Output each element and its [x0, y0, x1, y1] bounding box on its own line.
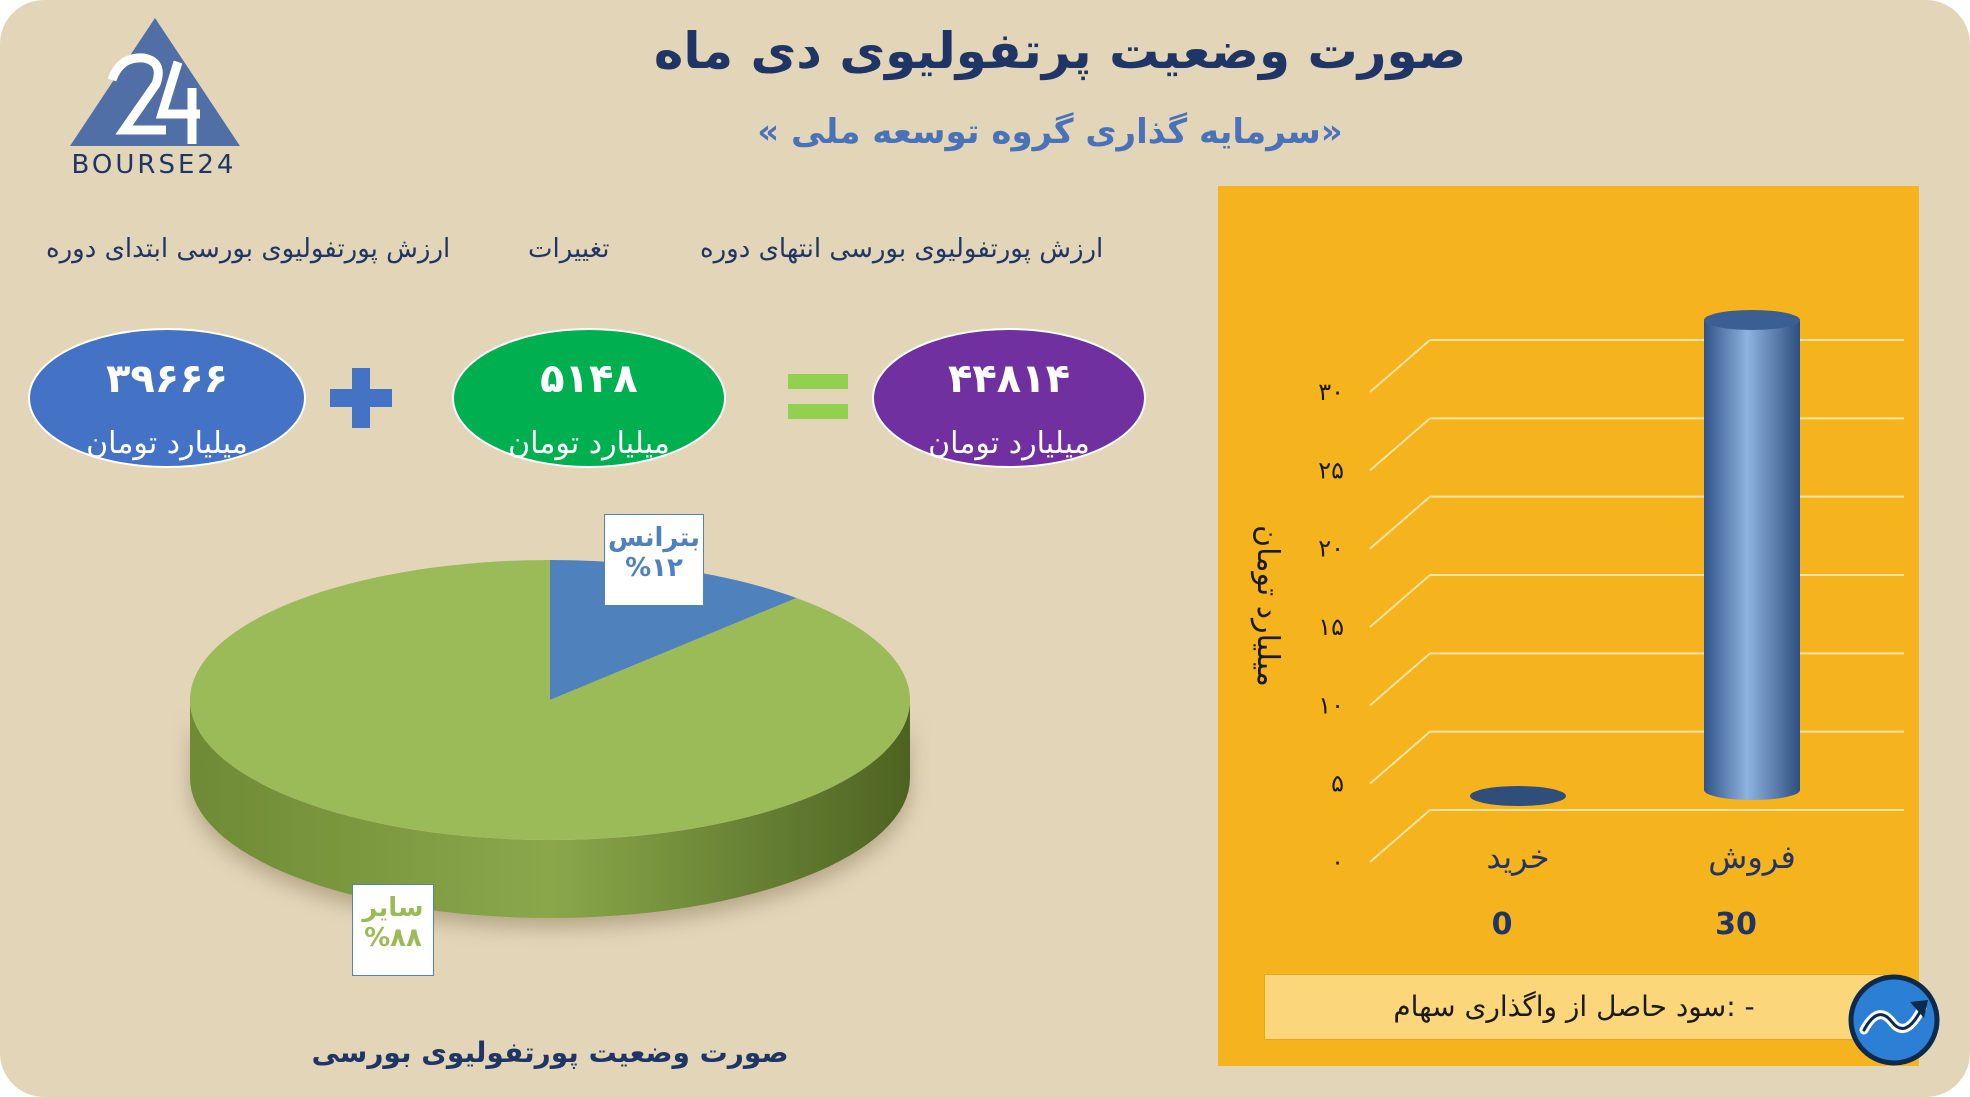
bar-category-label: فروش — [1708, 838, 1795, 876]
page-title: صورت وضعیت پرتفولیوی دی ماه — [653, 22, 1467, 80]
bar-value-label: 30 — [1715, 907, 1757, 942]
bar-category-label: خرید — [1486, 838, 1549, 876]
pie-label-other-percent: %۸۸ — [364, 923, 422, 953]
end-value-unit: میلیارد تومان — [928, 426, 1090, 461]
bar-cylinder-top-0 — [1704, 310, 1800, 330]
bar-grid-diag — [1369, 652, 1431, 707]
bar-y-tick-label: ۲۰ — [1318, 535, 1344, 563]
bar-y-tick-label: ۱۰ — [1318, 691, 1344, 719]
trade-bar-chart: ۰ ۵ ۱۰ ۱۵ ۲۰ ۲۵ ۳۰ فروش 30 خرید 0 میلیارد تومان — [1250, 310, 1904, 942]
pie-slice-1 — [190, 560, 910, 840]
end-value-label: ارزش پورتفولیوی بورسی انتهای دوره — [700, 234, 1104, 264]
bar-y-axis-label: میلیارد تومان — [1250, 525, 1285, 687]
bar-grid-diag — [1369, 495, 1431, 550]
footnote-gain-from-share-sale: - :سود حاصل از واگذاری سهام — [1264, 974, 1884, 1040]
bar-grid-diag — [1369, 730, 1431, 785]
pie-side-wall — [190, 700, 910, 918]
bar-cylinder-flat-1 — [1470, 786, 1566, 806]
pie-label-other: سایر %۸۸ — [352, 884, 434, 976]
pie-caption: صورت وضعیت پورتفولیوی بورسی — [311, 1036, 789, 1069]
logo-text: BOURSE24 — [71, 150, 237, 180]
bar-y-tick-label: ۱۵ — [1318, 613, 1344, 641]
portfolio-pie-chart — [190, 560, 910, 918]
bourse24-logo-icon — [70, 18, 240, 146]
bar-grid-diag — [1369, 339, 1431, 393]
pie-label-other-name: سایر — [362, 893, 424, 923]
bar-y-tick-label: ۰ — [1331, 848, 1344, 876]
bar-grid-diag — [1369, 574, 1431, 628]
trend-arrow-icon — [1848, 974, 1940, 1066]
bar-y-tick-label: ۵ — [1331, 770, 1344, 798]
page-subtitle: «سرمایه گذاری گروه توسعه ملی » — [757, 112, 1343, 152]
pie-label-betrans: بترانس %۱۲ — [604, 514, 704, 606]
bar-value-label: 0 — [1492, 907, 1513, 942]
trade-bar-chart-panel — [1218, 186, 1919, 1066]
plus-icon — [330, 368, 392, 428]
change-value-number: ۵۱۴۸ — [540, 356, 638, 402]
end-value-number: ۴۴۸۱۴ — [947, 356, 1071, 402]
change-label: تغییرات — [528, 234, 610, 264]
start-value-label: ارزش پورتفولیوی بورسی ابتدای دوره — [46, 234, 451, 264]
change-value-unit: میلیارد تومان — [508, 426, 670, 461]
bar-y-tick-label: ۲۵ — [1318, 456, 1344, 484]
pie-label-betrans-name: بترانس — [608, 523, 700, 553]
equals-icon — [788, 374, 848, 419]
change-value-oval: ۵۱۴۸ میلیارد تومان — [452, 328, 726, 468]
end-value-oval: ۴۴۸۱۴ میلیارد تومان — [872, 328, 1146, 468]
pie-label-betrans-percent: %۱۲ — [625, 553, 683, 583]
bar-y-tick-label: ۳۰ — [1318, 378, 1344, 406]
bar-grid-diag — [1369, 417, 1431, 472]
bar-cylinder-0 — [1704, 320, 1800, 800]
start-value-unit: میلیارد تومان — [86, 426, 248, 461]
start-value-number: ۳۹۶۶۶ — [105, 356, 229, 402]
bar-grid-diag — [1369, 809, 1431, 863]
start-value-oval: ۳۹۶۶۶ میلیارد تومان — [28, 328, 306, 468]
